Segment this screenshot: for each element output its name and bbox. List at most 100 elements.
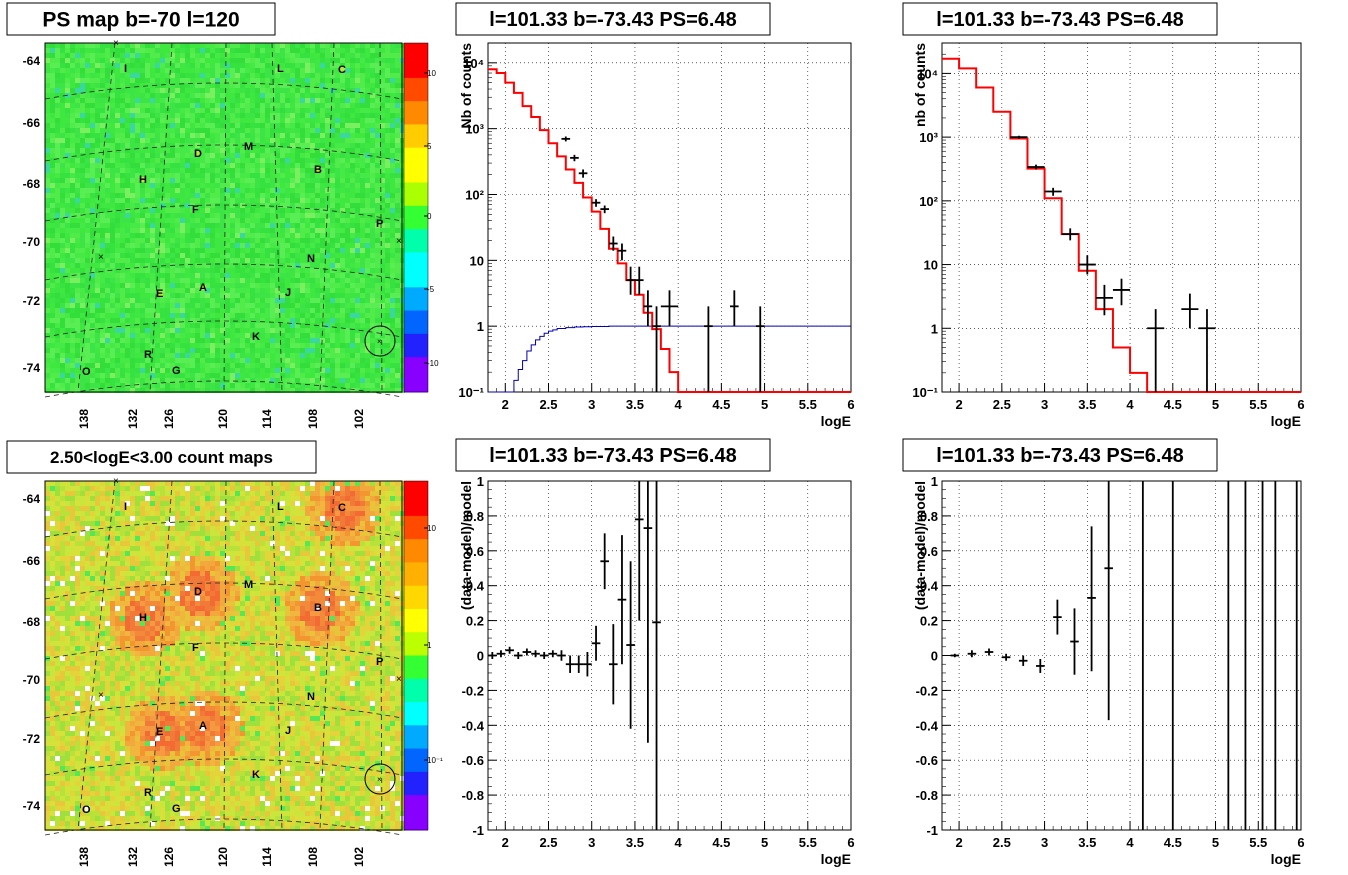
map-pixel — [185, 113, 190, 118]
map-pixel — [165, 178, 170, 183]
map-pixel — [160, 53, 165, 58]
map-pixel — [300, 263, 305, 268]
map-pixel — [390, 108, 395, 113]
map-pixel — [190, 278, 195, 283]
map-pixel — [220, 93, 225, 98]
map-pixel — [240, 53, 245, 58]
map-pixel — [290, 78, 295, 83]
map-pixel — [205, 48, 210, 53]
map-pixel — [105, 328, 110, 333]
map-pixel — [325, 363, 330, 368]
map-pixel — [265, 173, 270, 178]
map-pixel — [80, 278, 85, 283]
map-pixel — [300, 258, 305, 263]
map-pixel — [310, 73, 315, 78]
map-pixel — [300, 378, 305, 383]
map-pixel — [80, 123, 85, 128]
map-pixel — [315, 318, 320, 323]
map-pixel — [355, 278, 360, 283]
map-pixel — [310, 158, 315, 163]
map-pixel — [330, 168, 335, 173]
map-pixel — [305, 93, 310, 98]
map-pixel — [85, 103, 90, 108]
map-pixel — [310, 93, 315, 98]
map-pixel — [340, 103, 345, 108]
map-pixel — [130, 63, 135, 68]
map-pixel — [115, 108, 120, 113]
map-pixel — [320, 163, 325, 168]
map-pixel — [245, 123, 250, 128]
map-pixel — [125, 283, 130, 288]
map-pixel — [65, 318, 70, 323]
map-pixel — [370, 233, 375, 238]
map-pixel — [280, 298, 285, 303]
map-pixel — [280, 168, 285, 173]
map-pixel — [220, 258, 225, 263]
map-pixel — [60, 138, 65, 143]
map-pixel — [145, 348, 150, 353]
map-pixel — [240, 63, 245, 68]
map-pixel — [305, 273, 310, 278]
map-pixel — [45, 73, 50, 78]
map-pixel — [160, 163, 165, 168]
map-pixel — [100, 48, 105, 53]
map-pixel — [350, 258, 355, 263]
map-pixel — [245, 203, 250, 208]
map-pixel — [240, 128, 245, 133]
map-pixel — [240, 148, 245, 153]
map-pixel — [80, 143, 85, 148]
map-pixel — [235, 248, 240, 253]
map-pixel — [125, 303, 130, 308]
map-pixel — [240, 138, 245, 143]
map-pixel — [280, 103, 285, 108]
map-pixel — [310, 313, 315, 318]
map-pixel — [145, 123, 150, 128]
map-pixel — [250, 213, 255, 218]
map-pixel — [70, 103, 75, 108]
map-pixel — [265, 83, 270, 88]
map-pixel — [370, 168, 375, 173]
map-pixel — [140, 168, 145, 173]
map-pixel — [300, 143, 305, 148]
map-pixel — [150, 323, 155, 328]
map-pixel — [305, 243, 310, 248]
map-pixel — [275, 213, 280, 218]
map-pixel — [310, 128, 315, 133]
map-pixel — [245, 43, 250, 48]
map-pixel — [275, 58, 280, 63]
map-pixel — [45, 353, 50, 358]
map-pixel — [255, 58, 260, 63]
map-pixel — [250, 58, 255, 63]
map-pixel — [210, 268, 215, 273]
map-pixel — [380, 228, 385, 233]
map-pixel — [380, 103, 385, 108]
map-pixel — [295, 78, 300, 83]
map-pixel — [230, 378, 235, 383]
map-pixel — [95, 168, 100, 173]
map-pixel — [160, 333, 165, 338]
map-pixel — [270, 103, 275, 108]
map-pixel — [225, 358, 230, 363]
map-pixel — [310, 348, 315, 353]
map-pixel — [330, 138, 335, 143]
map-pixel — [180, 268, 185, 273]
map-pixel — [345, 158, 350, 163]
map-pixel — [170, 238, 175, 243]
map-pixel — [235, 63, 240, 68]
map-pixel — [290, 383, 295, 388]
map-pixel — [210, 378, 215, 383]
map-pixel — [120, 338, 125, 343]
map-pixel — [215, 243, 220, 248]
map-pixel — [145, 78, 150, 83]
map-pixel — [315, 53, 320, 58]
map-pixel — [140, 78, 145, 83]
map-pixel — [295, 48, 300, 53]
map-pixel — [260, 368, 265, 373]
map-pixel — [350, 98, 355, 103]
map-pixel — [300, 238, 305, 243]
map-pixel — [100, 273, 105, 278]
map-pixel — [260, 288, 265, 293]
map-pixel — [240, 228, 245, 233]
map-pixel — [265, 213, 270, 218]
map-pixel — [250, 268, 255, 273]
